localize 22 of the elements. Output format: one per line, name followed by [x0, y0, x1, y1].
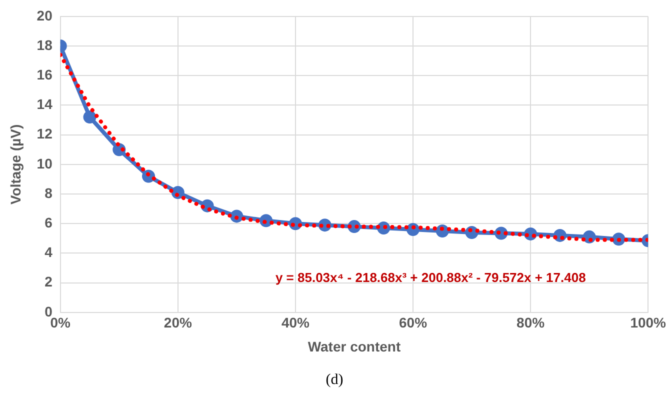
- x-tick-label: 40%: [281, 314, 310, 331]
- y-tick-label: 16: [36, 66, 53, 82]
- y-tick-label: 18: [36, 36, 53, 53]
- x-tick-label: 80%: [516, 314, 546, 331]
- y-tick-label: 8: [44, 184, 53, 201]
- x-tick-label: 60%: [398, 314, 428, 331]
- x-tick-label: 20%: [164, 314, 192, 331]
- x-axis-title: Water content: [308, 338, 401, 354]
- text: (d): [324, 372, 344, 389]
- y-tick-label: 10: [36, 155, 53, 172]
- x-tick-label: 100%: [630, 314, 667, 331]
- y-tick-label: 0: [44, 303, 53, 320]
- point: [83, 110, 96, 124]
- y-tick-label: 2: [44, 274, 53, 290]
- annotation: y = 85.03x⁴ - 218.68x³ + 200.88x² - 79.572x + 17.408: [275, 270, 586, 285]
- y-tick-label: 12: [36, 126, 53, 142]
- y-tick-label: 6: [44, 214, 53, 230]
- y-tick-label: 20: [36, 7, 53, 24]
- y-tick-label: 14: [36, 96, 53, 112]
- y-tick-label: 4: [44, 244, 53, 260]
- y-axis-title: Voltage (µV): [7, 124, 24, 204]
- x-tick-label: 0%: [50, 314, 72, 331]
